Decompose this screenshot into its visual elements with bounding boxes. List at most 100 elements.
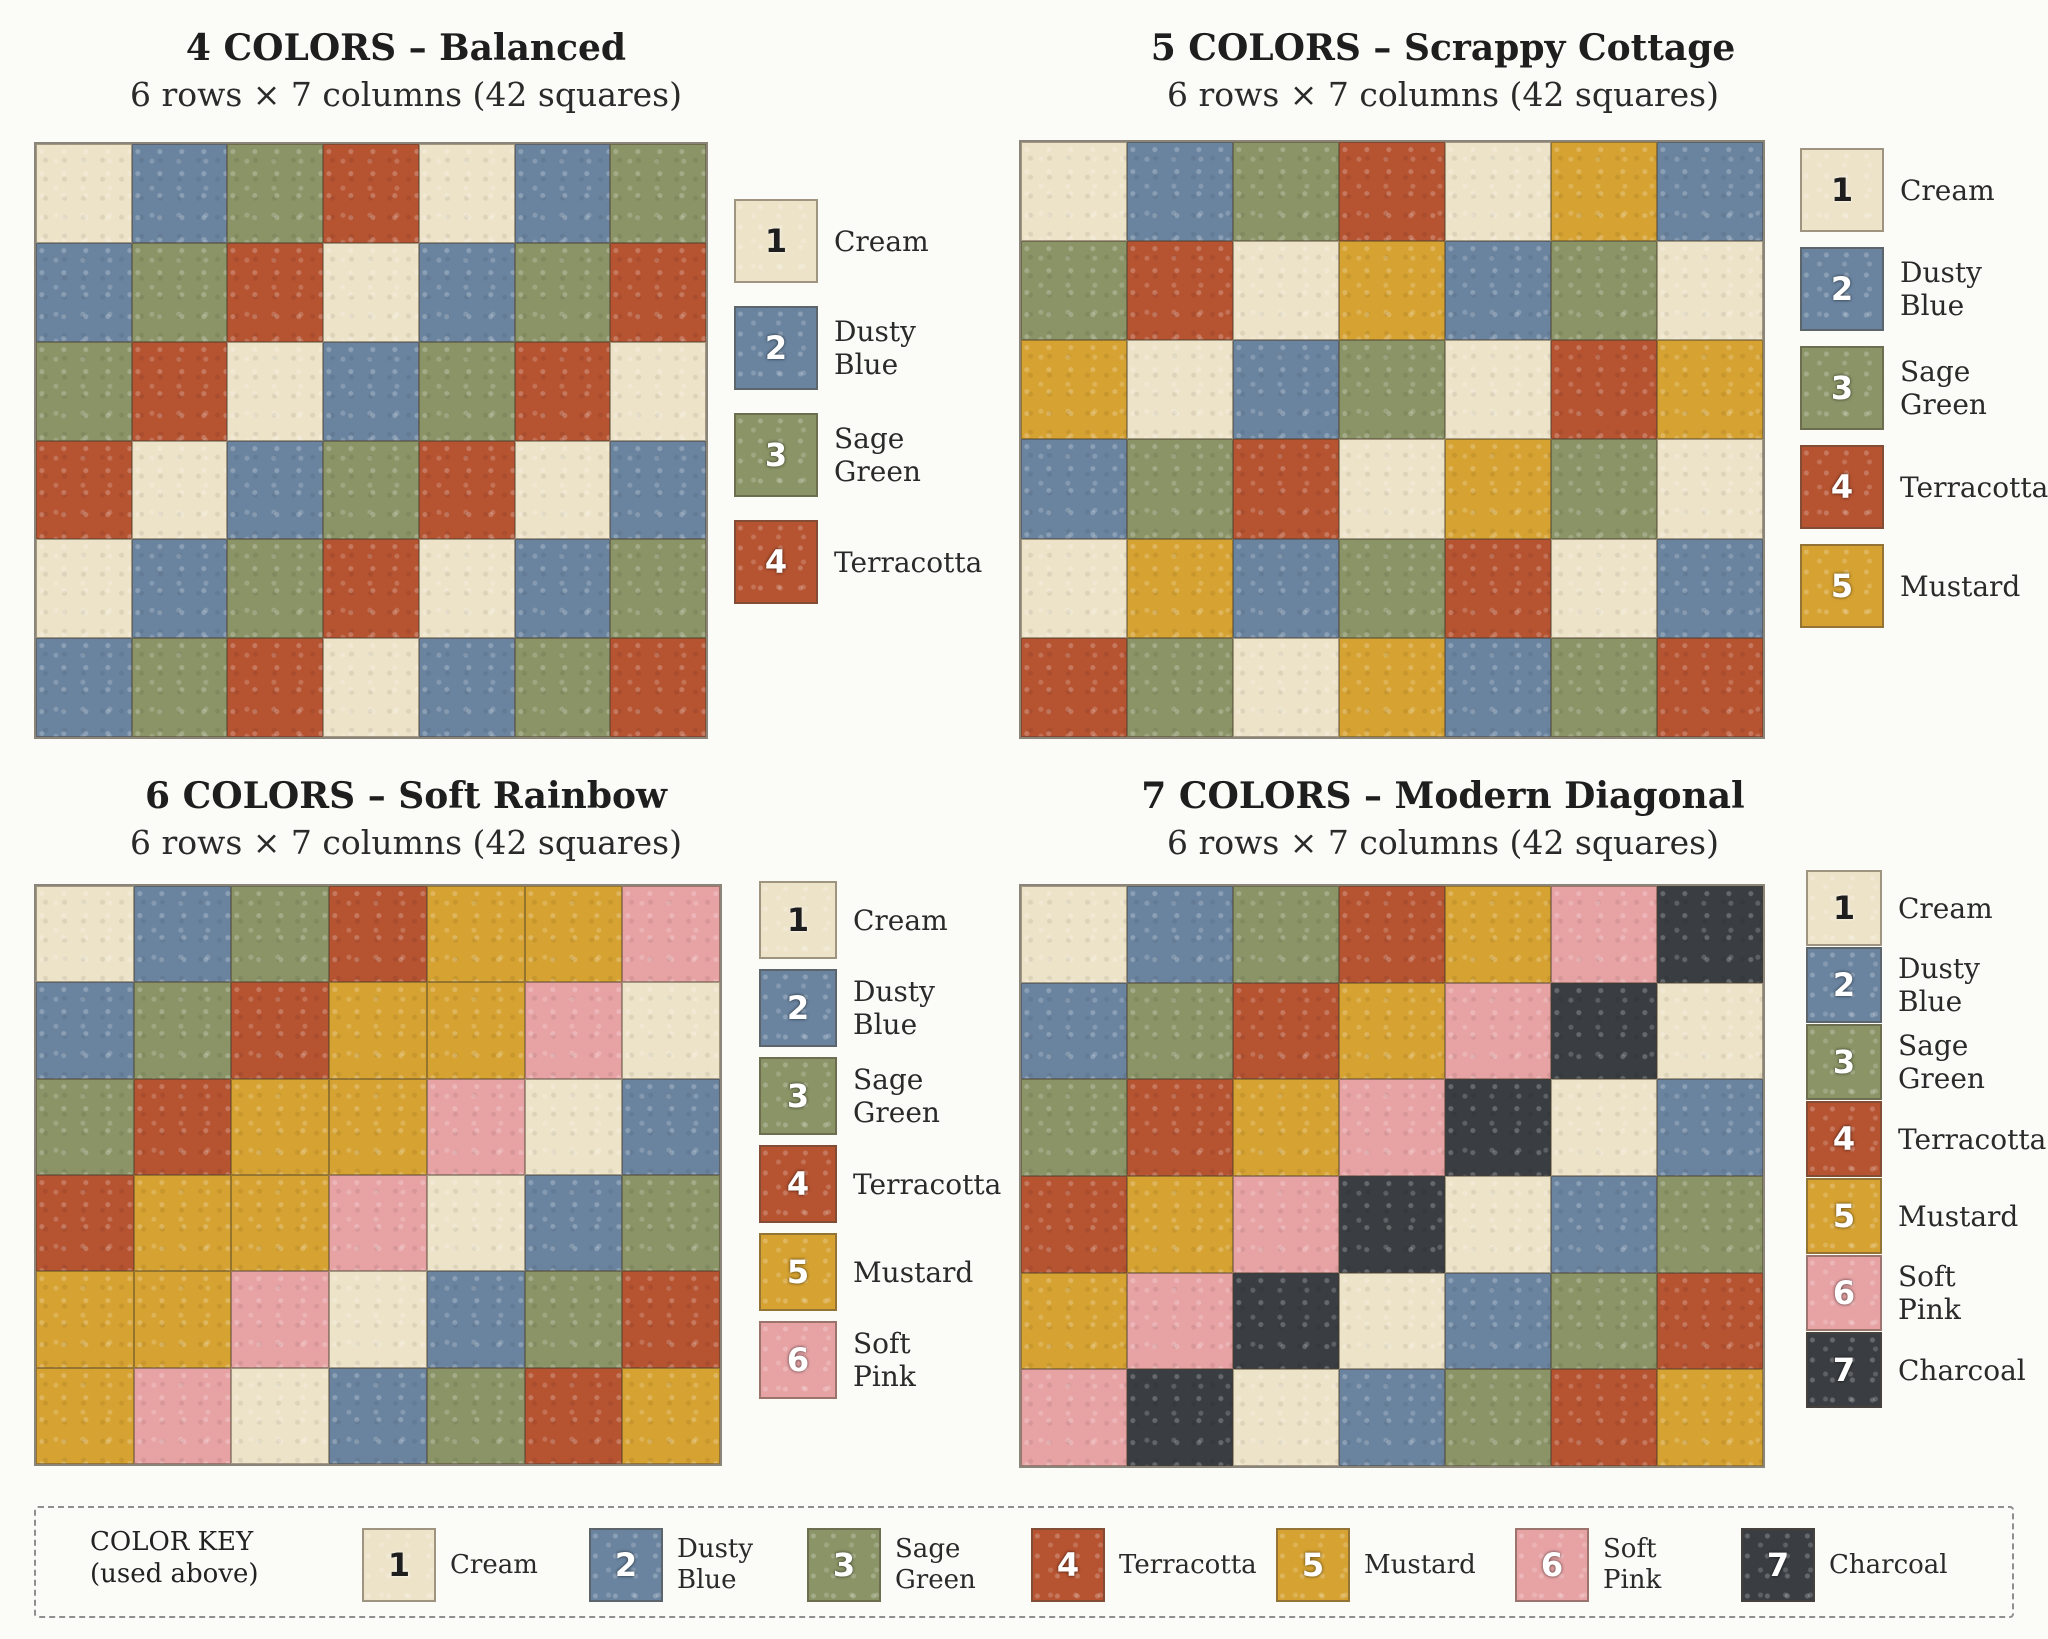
quilt-square-soft-pink: [133, 1367, 232, 1464]
legend-label: Mustard: [1900, 570, 2040, 603]
quilt-square-cream: [329, 1271, 427, 1368]
quilt-square-dusty-blue: [1657, 1079, 1763, 1176]
quilt-square-sage-green: [610, 539, 706, 639]
swatch-soft-pink: 6: [1806, 1255, 1882, 1331]
swatch-dusty-blue: 2: [734, 306, 818, 390]
quilt-square-dusty-blue: [131, 144, 228, 243]
quilt-grid-7-colors: [1019, 884, 1765, 1468]
quilt-square-terracotta: [227, 242, 324, 342]
color-key-item-label-line: Cream: [450, 1549, 538, 1580]
swatch-number: 2: [1830, 270, 1854, 308]
quilt-square-cream: [36, 886, 134, 983]
quilt-square-terracotta: [1127, 241, 1233, 341]
quilt-square-dusty-blue: [1127, 142, 1233, 242]
quilt-square-dusty-blue: [133, 886, 232, 983]
swatch-number: 5: [1301, 1546, 1325, 1584]
legend-label-line: Mustard: [853, 1255, 974, 1289]
quilt-square-charcoal: [1657, 886, 1763, 983]
quilt-square-mustard: [426, 982, 525, 1079]
quilt-square-cream: [1657, 982, 1763, 1080]
legend-label-line: Pink: [1898, 1293, 1961, 1326]
quilt-square-cream: [231, 1367, 330, 1464]
legend-label: Charcoal: [1898, 1354, 2038, 1387]
legend-label-line: Soft: [853, 1327, 911, 1360]
legend-label-line: Mustard: [1900, 569, 2021, 603]
swatch-charcoal: 7: [1741, 1528, 1815, 1602]
quilt-grid-6-colors: [34, 884, 722, 1466]
legend-label: Sage Green: [1898, 1029, 2038, 1095]
quilt-square-dusty-blue: [1339, 1369, 1445, 1466]
swatch-dusty-blue: 2: [759, 969, 837, 1047]
quilt-square-cream: [36, 144, 132, 243]
swatch-number: 5: [1830, 567, 1854, 605]
quilt-square-cream: [1021, 142, 1127, 242]
quilt-square-cream: [1339, 1272, 1445, 1370]
quilt-square-sage-green: [1127, 439, 1233, 539]
legend-label: Terracotta: [853, 1168, 1001, 1201]
quilt-square-dusty-blue: [1657, 538, 1763, 638]
quilt-square-terracotta: [1021, 1175, 1127, 1273]
legend-label-line: Soft: [1898, 1260, 1956, 1293]
quilt-square-cream: [1339, 439, 1445, 539]
quilt-square-terracotta: [622, 1271, 720, 1368]
quilt-square-dusty-blue: [227, 440, 324, 540]
quilt-square-mustard: [524, 886, 623, 983]
quilt-square-sage-green: [1445, 1369, 1551, 1466]
swatch-cream: 1: [734, 199, 818, 283]
quilt-square-dusty-blue: [1233, 340, 1339, 440]
quilt-square-terracotta: [231, 982, 330, 1079]
legend-label-line: Charcoal: [1898, 1353, 2026, 1387]
legend-label: Sage Green: [834, 422, 974, 488]
quilt-square-dusty-blue: [418, 638, 515, 737]
swatch-number: 6: [1540, 1546, 1564, 1584]
quilt-square-cream: [323, 242, 419, 342]
quilt-square-mustard: [622, 1367, 720, 1464]
quilt-square-terracotta: [329, 886, 427, 983]
quilt-square-charcoal: [1233, 1272, 1339, 1370]
color-key-item-label: Cream: [450, 1550, 570, 1581]
quilt-square-cream: [1233, 1369, 1339, 1466]
swatch-number: 5: [786, 1253, 810, 1291]
color-key-item-label-line: Green: [895, 1565, 976, 1595]
quilt-square-sage-green: [231, 886, 330, 983]
legend-label: Cream: [853, 904, 993, 937]
color-key-item-label-line: Sage: [895, 1534, 961, 1564]
quilt-square-mustard: [1657, 340, 1763, 440]
legend-label-line: Terracotta: [834, 545, 983, 579]
quilt-square-mustard: [1021, 340, 1127, 440]
swatch-sage-green: 3: [759, 1057, 837, 1135]
panel-title-7-colors: 7 COLORS – Modern Diagonal: [1141, 775, 1745, 817]
quilt-square-sage-green: [131, 638, 228, 737]
legend-item: 2 Dusty Blue: [1800, 247, 2040, 331]
swatch-number: 3: [1832, 1043, 1856, 1081]
swatch-number: 2: [614, 1546, 638, 1584]
quilt-square-soft-pink: [622, 886, 720, 983]
legend-label: Dusty Blue: [853, 975, 993, 1041]
quilt-square-terracotta: [1021, 637, 1127, 737]
swatch-number: 7: [1766, 1546, 1790, 1584]
quilt-square-mustard: [231, 1078, 330, 1175]
swatch-number: 6: [786, 1341, 810, 1379]
quilt-square-dusty-blue: [1657, 142, 1763, 242]
legend-label-line: Cream: [1900, 173, 1995, 207]
quilt-square-terracotta: [323, 144, 419, 243]
swatch-number: 4: [1832, 1120, 1856, 1158]
quilt-square-terracotta: [323, 539, 419, 639]
color-key-item: 5 Mustard: [1276, 1528, 1484, 1602]
quilt-square-soft-pink: [1445, 982, 1551, 1080]
quilt-square-cream: [1551, 1079, 1657, 1176]
legend-label: Sage Green: [853, 1063, 993, 1129]
quilt-square-cream: [1445, 142, 1551, 242]
quilt-square-cream: [1445, 1175, 1551, 1273]
quilt-square-sage-green: [1127, 982, 1233, 1080]
quilt-square-soft-pink: [1127, 1272, 1233, 1370]
swatch-number: 4: [786, 1165, 810, 1203]
swatch-number: 1: [764, 222, 788, 260]
quilt-square-mustard: [133, 1175, 232, 1272]
quilt-square-terracotta: [1445, 538, 1551, 638]
quilt-square-sage-green: [514, 242, 611, 342]
quilt-square-sage-green: [514, 638, 611, 737]
swatch-number: 3: [832, 1546, 856, 1584]
swatch-mustard: 5: [1800, 544, 1884, 628]
quilt-square-sage-green: [1551, 439, 1657, 539]
